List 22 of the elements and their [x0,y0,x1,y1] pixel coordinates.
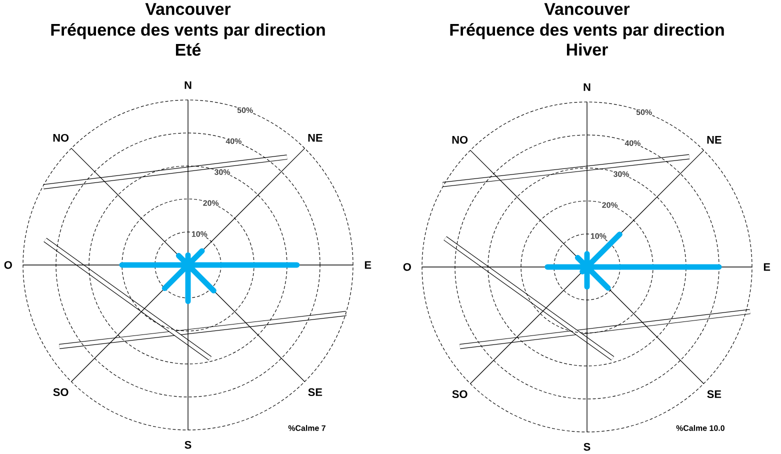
spoke-label: O [4,261,12,269]
chart-title: Vancouver [544,3,630,16]
chart-subtitle: Fréquence des vents par direction [51,23,325,40]
spoke-label: SO [53,388,68,396]
spoke-label: S [184,440,192,449]
spoke-label: NE [707,136,722,144]
spoke-label: SO [452,390,468,398]
chart-subtitle: Fréquence des vents par direction [450,23,724,40]
spoke-label: NO [452,136,468,144]
text: Eté [176,43,201,56]
spoke-label: SE [308,388,322,396]
spoke-label: E [364,261,372,269]
spoke-label: S [584,442,590,451]
spoke-label: NO [53,134,69,142]
spoke-label: NE [308,134,322,142]
spoke-label: N [184,81,192,89]
chart-title: Vancouver [145,3,231,16]
spoke-label: O [403,263,411,271]
spoke-label: E [764,263,770,271]
spoke-label: SE [707,390,722,398]
spoke-label: N [584,83,590,91]
text: Hiver [566,43,608,56]
